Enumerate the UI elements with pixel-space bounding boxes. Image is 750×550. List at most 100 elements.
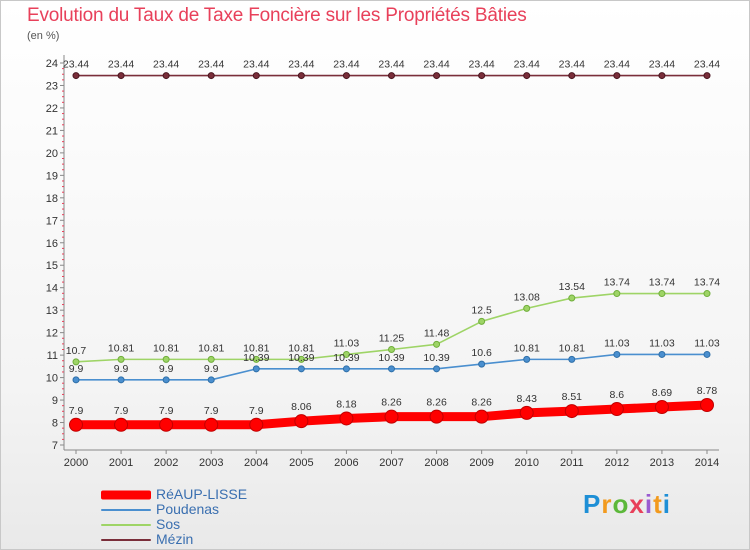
- y-tick-label: 14: [46, 283, 58, 295]
- data-label: 11.03: [604, 337, 630, 349]
- x-tick-label: 2002: [154, 457, 178, 469]
- data-label: 10.81: [108, 342, 134, 354]
- data-point: [703, 72, 711, 80]
- data-label: 23.44: [378, 59, 404, 71]
- data-point: [523, 72, 531, 80]
- data-point: [207, 355, 215, 363]
- data-point: [613, 350, 621, 358]
- legend-label: Mézin: [156, 531, 194, 547]
- data-point: [388, 72, 395, 80]
- data-label: 7.9: [159, 405, 174, 417]
- data-point: [117, 355, 125, 363]
- data-label: 12.5: [471, 304, 492, 316]
- data-label: 10.7: [66, 345, 87, 357]
- x-tick-label: 2006: [334, 457, 358, 469]
- y-tick-label: 24: [46, 58, 58, 70]
- data-label: 10.6: [471, 347, 492, 359]
- data-label: 7.9: [249, 405, 264, 417]
- logo-letter: i: [662, 489, 671, 519]
- data-point: [433, 72, 441, 80]
- y-tick-label: 17: [46, 215, 58, 227]
- data-point: [658, 350, 666, 358]
- data-point: [568, 355, 576, 363]
- data-label: 23.44: [694, 59, 720, 71]
- data-point: [207, 72, 215, 80]
- x-tick-label: 2000: [64, 457, 88, 469]
- data-label: 13.74: [604, 277, 630, 289]
- data-point: [474, 409, 489, 424]
- data-label: 8.18: [336, 398, 357, 410]
- proxiti-logo: Proxiti: [583, 489, 671, 520]
- data-label: 11.03: [334, 337, 360, 349]
- axes: 7 8 9 10 11 12 13 14 15 16 17 18 19 20 21 22 23 24 2000 200…: [46, 55, 719, 469]
- data-label: 9.9: [69, 363, 84, 375]
- data-label: 23.44: [649, 59, 675, 71]
- legend-swatch: [101, 538, 151, 541]
- data-label: 23.44: [63, 59, 89, 71]
- y-tick-label: 12: [46, 328, 58, 340]
- data-label: 9.9: [159, 363, 174, 375]
- data-point: [433, 340, 441, 348]
- x-tick-label: 2012: [605, 457, 629, 469]
- data-point: [519, 405, 534, 420]
- legend-item: Mézin: [101, 532, 361, 547]
- data-point: [207, 376, 215, 384]
- data-point: [342, 365, 350, 373]
- data-point: [703, 290, 711, 298]
- data-label: 10.39: [378, 352, 404, 364]
- y-tick-label: 19: [46, 170, 58, 182]
- y-tick-label: 21: [46, 125, 58, 137]
- x-tick-label: 2013: [650, 457, 674, 469]
- data-label: 23.44: [333, 59, 359, 71]
- data-point: [252, 355, 260, 363]
- x-tick-label: 2011: [560, 457, 584, 469]
- data-labels: 23.44 23.44 23.44 23.44 23.44 23.44 23.44 23.44…: [63, 59, 720, 417]
- y-tick-label: 16: [46, 238, 58, 250]
- data-point: [478, 317, 486, 325]
- data-label: 23.44: [559, 59, 585, 71]
- data-label: 8.51: [562, 391, 583, 403]
- logo-letter: o: [612, 489, 630, 519]
- data-point: [478, 360, 486, 368]
- data-label: 7.9: [204, 405, 219, 417]
- data-label: 10.81: [153, 342, 179, 354]
- data-label: 8.26: [426, 397, 447, 409]
- x-tick-label: 2014: [695, 457, 719, 469]
- data-label: 8.6: [610, 389, 625, 401]
- logo-letter: t: [653, 489, 663, 519]
- x-tick-label: 2007: [379, 457, 403, 469]
- data-point: [654, 400, 669, 415]
- data-point: [297, 72, 305, 80]
- legend-label: RéAUP-LISSE: [156, 486, 248, 502]
- data-label: 8.26: [471, 397, 492, 409]
- data-point: [342, 72, 350, 80]
- data-point: [162, 376, 170, 384]
- logo-letter: i: [644, 489, 654, 519]
- legend-swatch: [101, 508, 151, 511]
- x-tick-label: 2004: [244, 457, 268, 469]
- data-label: 9.9: [204, 363, 219, 375]
- data-point: [703, 350, 711, 358]
- data-point: [609, 402, 624, 417]
- data-point: [72, 358, 80, 366]
- data-point: [252, 72, 260, 80]
- data-label: 11.25: [379, 333, 405, 345]
- data-point: [297, 355, 305, 363]
- data-label: 11.48: [424, 327, 450, 339]
- data-label: 23.44: [153, 59, 179, 71]
- chart-subtitle: (en %): [27, 30, 60, 42]
- data-point: [388, 365, 395, 373]
- legend-label: Poudenas: [156, 501, 220, 517]
- data-label: 10.81: [288, 342, 314, 354]
- data-label: 10.39: [333, 352, 359, 364]
- data-point: [568, 72, 576, 80]
- logo-letter: x: [629, 489, 645, 519]
- data-label: 10.81: [514, 342, 540, 354]
- data-point: [252, 365, 260, 373]
- data-label: 13.74: [694, 277, 720, 289]
- data-label: 9.9: [114, 363, 129, 375]
- legend-item: Poudenas: [101, 502, 361, 517]
- logo-letter: r: [601, 489, 613, 519]
- y-tick-label: 20: [46, 148, 58, 160]
